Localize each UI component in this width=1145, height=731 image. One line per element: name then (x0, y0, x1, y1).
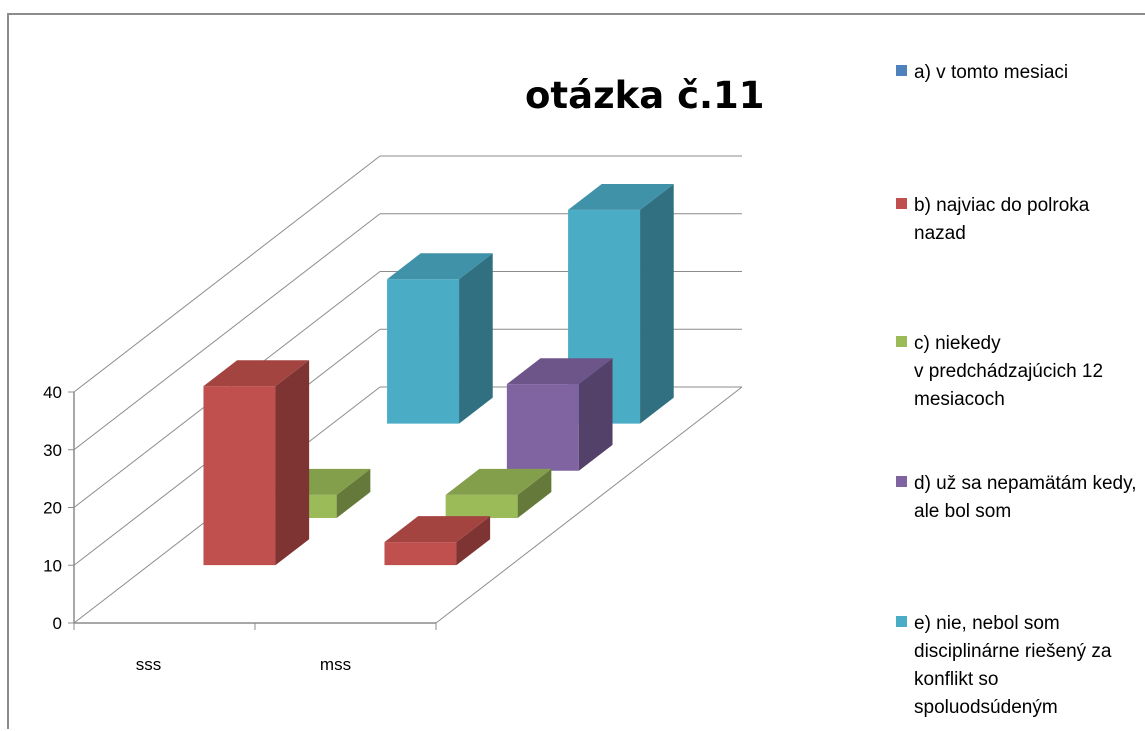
bar-top (203, 360, 310, 387)
bar-top (568, 183, 674, 210)
chart-area: 0 10 20 30 40 sss mss otázka č.11 a) v tomto m… (7, 13, 1145, 729)
chart-plot: 0 10 20 30 40 sss mss (43, 155, 743, 674)
bar-top (506, 358, 613, 385)
y-tick-label: 40 (43, 383, 62, 402)
y-tick-label: 10 (43, 556, 62, 575)
x-category-label: sss (136, 655, 162, 674)
legend-label: b) najviac do polroka nazad (914, 195, 1090, 244)
legend-swatch (896, 616, 907, 627)
bar-top (445, 468, 552, 495)
bar-front (384, 542, 457, 566)
y-tick-label: 20 (43, 499, 62, 518)
gridline-side (73, 155, 381, 393)
legend-swatch (896, 336, 907, 347)
bar-side (459, 253, 493, 424)
gridline-side (73, 213, 381, 451)
bar-side (336, 468, 371, 518)
floor-edge (435, 386, 743, 624)
legend-label: a) v tomto mesiaci (914, 62, 1069, 83)
bar-front (445, 494, 518, 518)
bar-top (384, 516, 491, 543)
y-tick-label: 0 (53, 614, 62, 633)
y-tick-label: 30 (43, 441, 62, 460)
bar-side (275, 360, 310, 566)
bar-side (578, 358, 613, 471)
legend-swatch (896, 65, 907, 76)
bar-side (456, 516, 491, 566)
bar-side (640, 183, 674, 424)
x-category-label: mss (320, 655, 351, 674)
bar-front (387, 279, 460, 424)
chart-title: otázka č.11 (525, 74, 765, 117)
legend-label: c) niekedy v predchádzajúcich 12 mesiaco… (914, 333, 1104, 410)
bar-top (387, 253, 493, 280)
bar-side (517, 468, 552, 518)
legend-swatch (896, 476, 907, 487)
bar-front (506, 384, 579, 471)
legend-label: d) už sa nepamätám kedy, ale bol som (914, 473, 1137, 522)
bar-front (203, 386, 276, 566)
legend-swatch (896, 198, 907, 209)
legend-label: e) nie, nebol som disciplinárne riešený … (914, 613, 1112, 718)
